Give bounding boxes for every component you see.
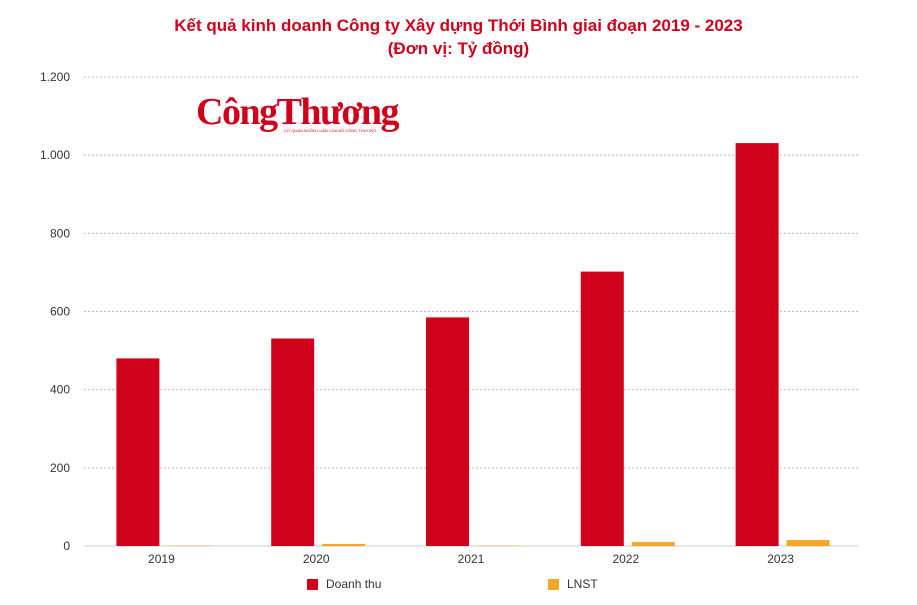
bar-lnst-2020[interactable] [322, 544, 366, 546]
legend-item-doanh-thu[interactable]: Doanh thu [307, 577, 381, 591]
bar-doanh-thu-2021[interactable] [426, 317, 469, 546]
chart-title-line1: Kết quả kinh doanh Công ty Xây dựng Thới… [174, 16, 743, 35]
y-tick-label: 800 [50, 226, 70, 240]
bars [116, 143, 830, 547]
x-tick-label-2022: 2022 [612, 552, 639, 566]
x-tick-label-2020: 2020 [303, 552, 330, 566]
y-tick-label: 1.000 [40, 148, 70, 162]
legend-label-doanh-thu: Doanh thu [326, 577, 382, 591]
bar-lnst-2022[interactable] [631, 542, 675, 546]
bar-lnst-2023[interactable] [786, 540, 830, 546]
y-tick-label: 1.200 [40, 70, 70, 84]
legend-label-lnst: LNST [567, 577, 598, 591]
bar-doanh-thu-2022[interactable] [580, 271, 624, 546]
chart-subtitle: (Đơn vị: Tỷ đồng) [387, 39, 530, 58]
bar-doanh-thu-2023[interactable] [735, 143, 779, 546]
legend-item-lnst[interactable]: LNST [548, 577, 598, 591]
y-tick-label: 0 [63, 539, 70, 553]
bar-doanh-thu-2020[interactable] [271, 338, 315, 547]
x-tick-label-2019: 2019 [148, 552, 175, 566]
x-tick-label-2023: 2023 [767, 552, 794, 566]
y-tick-label: 400 [50, 383, 70, 397]
x-axis-ticks: 2019 2020 2021 2022 2023 [148, 552, 794, 566]
legend-swatch-doanh-thu [307, 578, 318, 590]
y-tick-label: 200 [50, 461, 70, 475]
logo-subtext: CƠ QUAN NGÔN LUẬN CỦA BỘ CÔNG THƯƠNG [284, 128, 377, 133]
legend-swatch-lnst [548, 578, 559, 590]
x-tick-label-2021: 2021 [458, 552, 485, 566]
y-axis-ticks: 0 200 400 600 800 1.000 1.200 [40, 70, 70, 553]
bar-doanh-thu-2019[interactable] [116, 358, 160, 546]
chart-title: Kết quả kinh doanh Công ty Xây dựng Thới… [0, 14, 917, 60]
gridlines [84, 76, 858, 547]
y-tick-label: 600 [50, 305, 70, 319]
congthuong-logo: CôngThương CƠ QUAN NGÔN LUẬN CỦA BỘ CÔNG… [196, 92, 416, 140]
logo-text: CôngThương [196, 91, 400, 133]
